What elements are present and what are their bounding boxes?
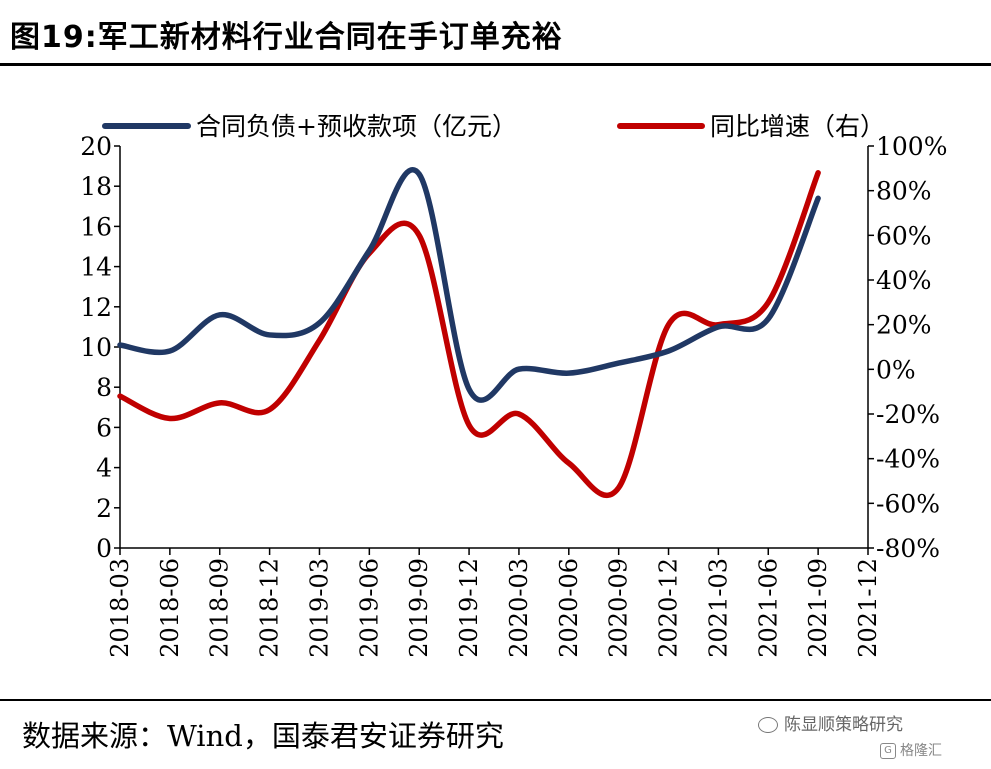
y-right-tick-label: 20%: [876, 311, 932, 340]
legend-item-contract-liabilities: 合同负债+预收款项（亿元）: [102, 112, 517, 141]
y-right-tick-label: 80%: [876, 177, 932, 206]
source-note: 数据来源：Wind，国泰君安证券研究: [22, 719, 504, 753]
y-left-tick-label: 16: [80, 212, 112, 241]
x-tick-label: 2018-09: [206, 558, 234, 658]
y-left-tick-label: 6: [96, 413, 112, 442]
x-tick-label: 2021-09: [804, 558, 832, 658]
legend: 合同负债+预收款项（亿元） 同比增速（右）: [102, 112, 885, 141]
x-tick-label: 2018-12: [256, 558, 284, 658]
wechat-watermark-text: 陈显顺策略研究: [784, 715, 903, 735]
wechat-watermark: 陈显顺策略研究: [758, 710, 903, 735]
y-right-tick-label: -60%: [876, 489, 940, 518]
series-line-yoy-growth: [117, 170, 821, 498]
y-right-tick-label: 60%: [876, 221, 932, 250]
x-tick-label: 2021-03: [704, 558, 732, 658]
x-tick-label: 2020-06: [555, 558, 583, 658]
x-tick-label: 2019-06: [355, 558, 383, 658]
title-rule: [0, 63, 991, 66]
y-left-tick-label: 10: [80, 333, 112, 362]
y-right-tick-label: 100%: [876, 132, 947, 161]
y-left-tick-label: 8: [96, 373, 112, 402]
y-right-tick-label: 0%: [876, 355, 916, 384]
brand-watermark: G 格隆汇: [880, 740, 942, 760]
y-left-tick-label: 18: [80, 172, 112, 201]
legend-label: 合同负债+预收款项（亿元）: [196, 112, 517, 141]
line-chart: 合同负债+预收款项（亿元） 同比增速（右） 0 2 4 6 8 10 12 14 16 18 20 -8…: [80, 112, 947, 658]
y-left-tick-label: 12: [80, 293, 112, 322]
chart-title: 图19:军工新材料行业合同在手订单充裕: [10, 20, 563, 55]
y-left-tick-label: 20: [80, 132, 112, 161]
footer-rule: [0, 699, 991, 701]
y-left-tick-label: 14: [80, 253, 112, 282]
x-tick-label: 2019-09: [405, 558, 433, 658]
x-tick-label: 2021-12: [854, 558, 882, 658]
series-layer: [117, 167, 821, 498]
series-line-contract-liabilities: [117, 167, 821, 403]
axes: 0 2 4 6 8 10 12 14 16 18 20 -80% -60% -40% -20% 0% 20% 40…: [80, 132, 947, 658]
y-right-tick-label: 40%: [876, 266, 932, 295]
y-left-tick-label: 2: [96, 494, 112, 523]
x-tick-label: 2019-12: [455, 558, 483, 658]
x-tick-label: 2021-06: [754, 558, 782, 658]
y-right-tick-label: -80%: [876, 534, 940, 563]
wechat-icon: [758, 717, 778, 733]
y-right-tick-label: -40%: [876, 445, 940, 474]
x-tick-label: 2020-03: [505, 558, 533, 658]
legend-label: 同比增速（右）: [710, 112, 885, 141]
x-tick-label: 2019-03: [305, 558, 333, 658]
x-tick-label: 2018-06: [156, 558, 184, 658]
gelonghui-icon: G: [880, 743, 896, 759]
brand-watermark-text: 格隆汇: [900, 743, 942, 759]
y-right-tick-label: -20%: [876, 400, 940, 429]
y-left-tick-label: 0: [96, 534, 112, 563]
legend-item-yoy-growth: 同比增速（右）: [617, 112, 885, 141]
x-tick-label: 2018-03: [106, 558, 134, 658]
x-tick-label: 2020-12: [655, 558, 683, 658]
x-tick-label: 2020-09: [605, 558, 633, 658]
y-left-tick-label: 4: [96, 454, 112, 483]
